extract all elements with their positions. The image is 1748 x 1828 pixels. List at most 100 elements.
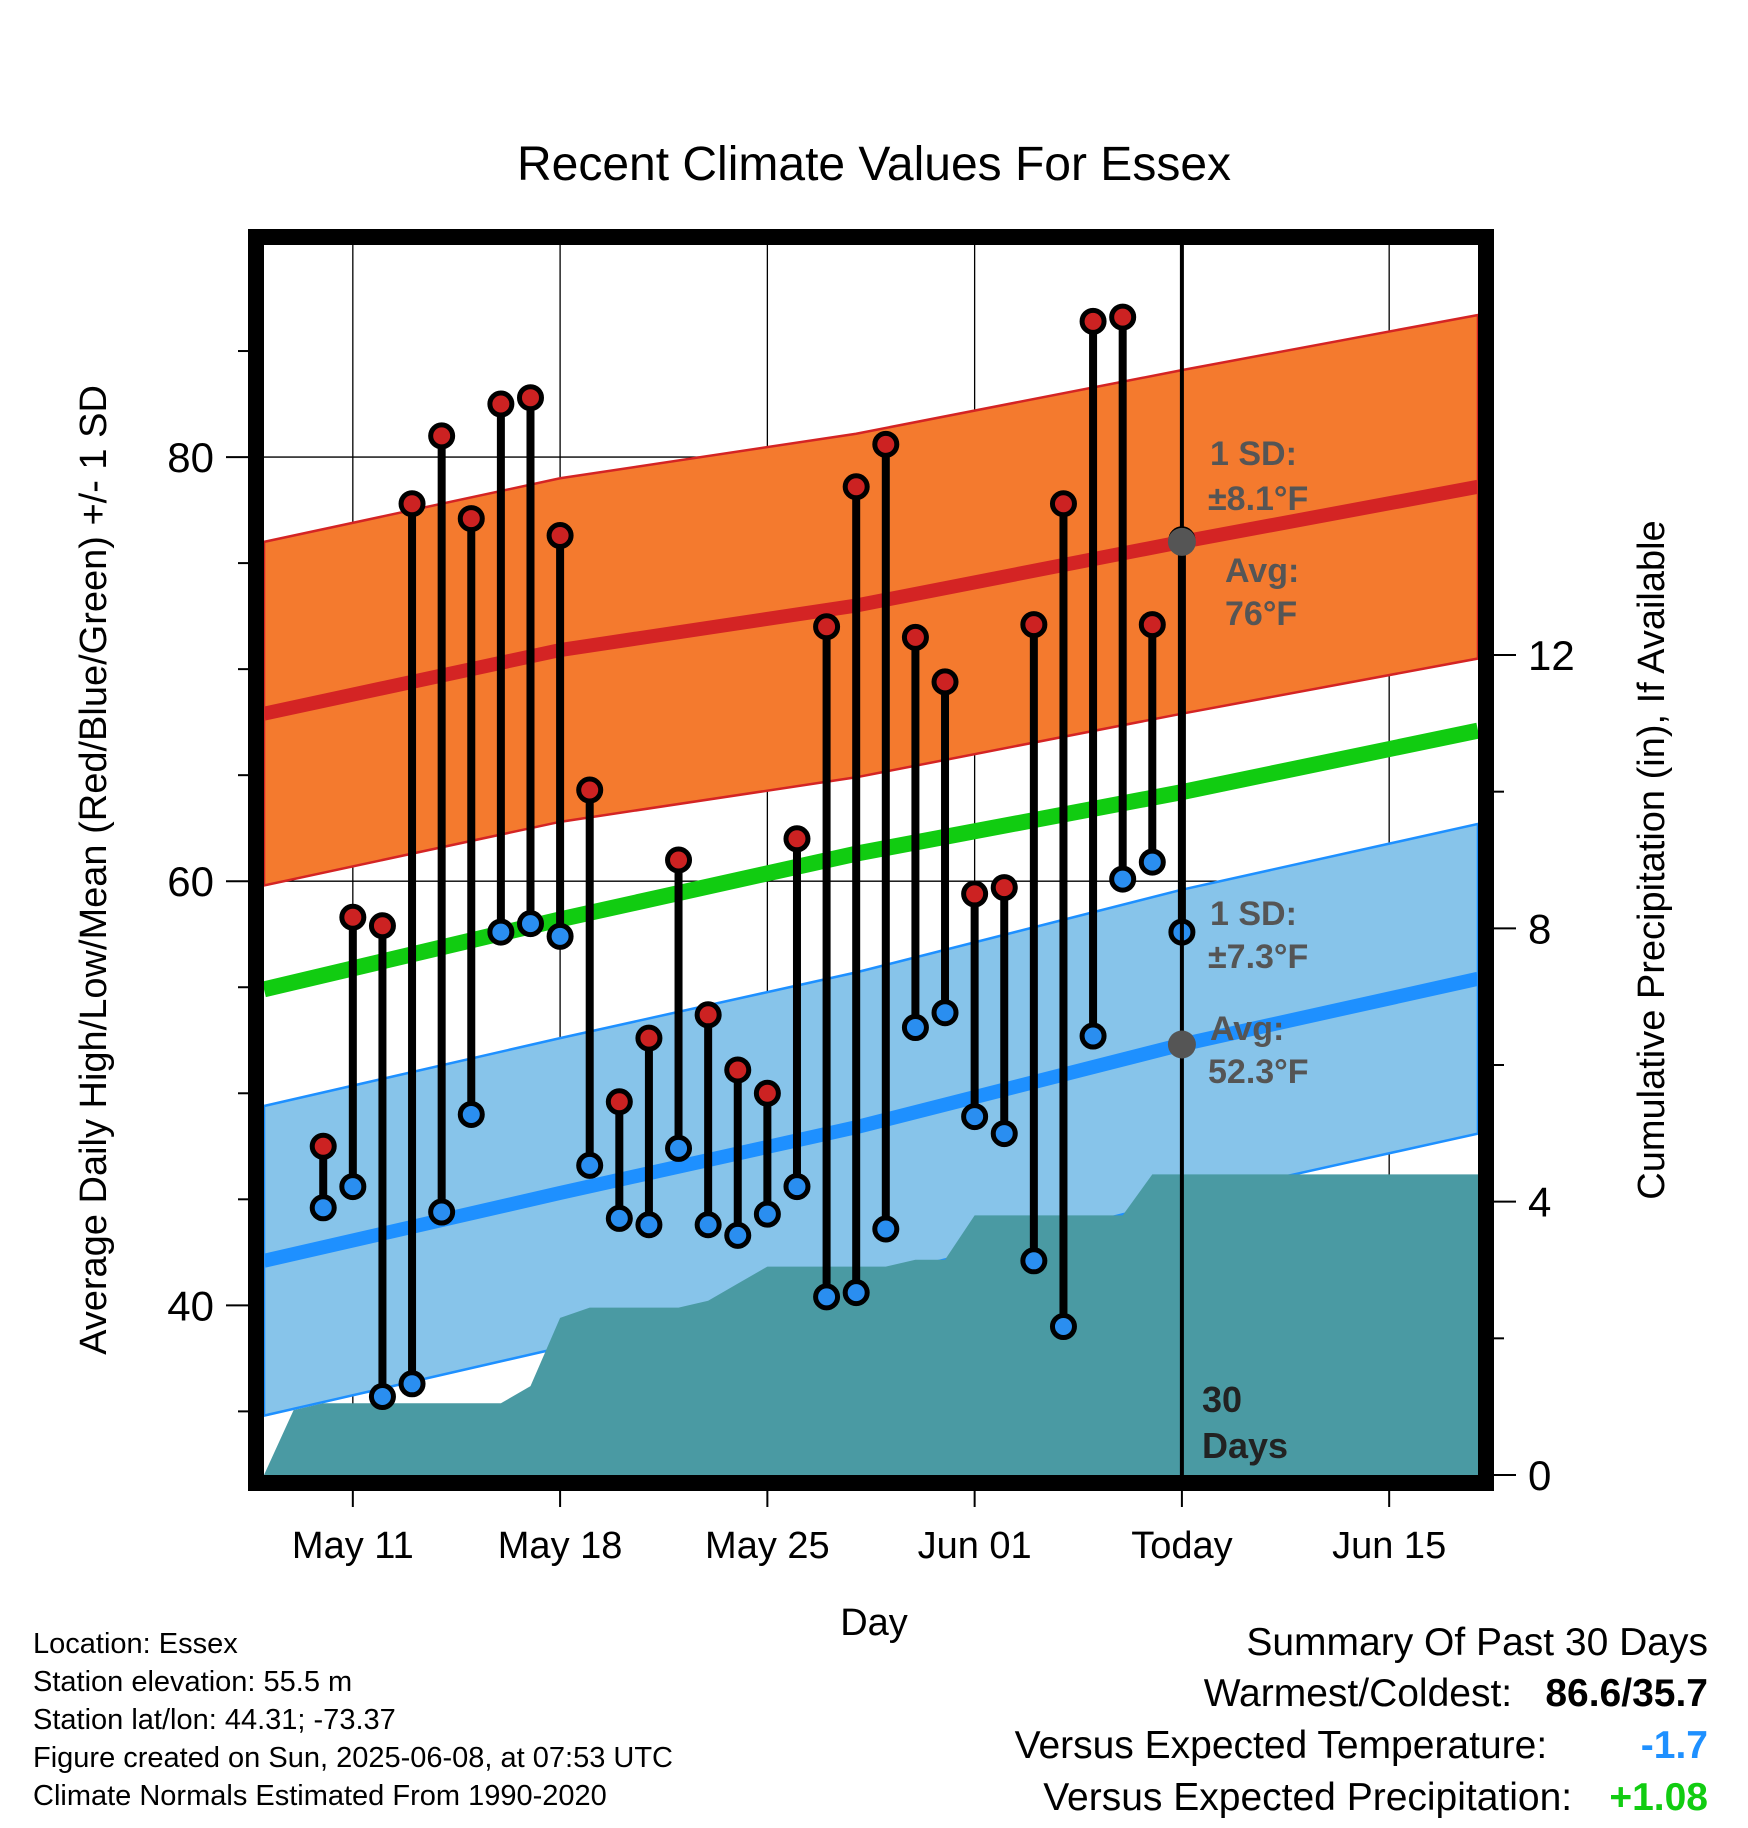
- plot-frame: [248, 229, 1494, 1491]
- observed-high-point: [339, 903, 367, 931]
- y-left-tick-label: 40: [167, 1282, 214, 1329]
- high-sd-label: 1 SD:: [1210, 435, 1297, 473]
- y-right-tick-label: 12: [1528, 632, 1575, 679]
- observed-high-point: [635, 1024, 663, 1052]
- low-sd-value: ±7.3°F: [1208, 938, 1308, 976]
- observed-low-point: [724, 1221, 752, 1249]
- x-tick-label: Jun 01: [918, 1525, 1032, 1567]
- observed-low-point: [1138, 848, 1166, 876]
- observed-high-point: [990, 874, 1018, 902]
- info-normals: Climate Normals Estimated From 1990-2020: [33, 1780, 607, 1812]
- high-sd-value: ±8.1°F: [1208, 480, 1308, 518]
- y-right-tick-label: 8: [1528, 905, 1551, 952]
- x-tick-label: Jun 15: [1332, 1525, 1446, 1567]
- observed-high-point: [842, 473, 870, 501]
- y-left-tick-label: 60: [167, 858, 214, 905]
- observed-high-point: [398, 490, 426, 518]
- observed-high-point: [931, 668, 959, 696]
- observed-low-point: [576, 1151, 604, 1179]
- precip-label: Versus Expected Precipitation:: [1043, 1776, 1573, 1819]
- x-tick-label: May 25: [705, 1525, 830, 1567]
- info-latlon: Station lat/lon: 44.31; -73.37: [33, 1704, 396, 1736]
- y-right-tick-label: 4: [1528, 1179, 1551, 1226]
- summary-title: Summary Of Past 30 Days: [1246, 1621, 1708, 1664]
- days-label-number: 30: [1202, 1379, 1242, 1420]
- observed-high-point: [1079, 307, 1107, 335]
- days-label-word: Days: [1202, 1425, 1288, 1466]
- plot-area: May 11 May 18 May 25 Jun 01 Today Jun 1540608…: [167, 229, 1575, 1567]
- summary-precip: Versus Expected Precipitation: +1.08: [1015, 1772, 1708, 1824]
- info-location: Location: Essex: [33, 1628, 238, 1660]
- observed-high-point: [487, 390, 515, 418]
- observed-low-point: [753, 1200, 781, 1228]
- summary-temp: Versus Expected Temperature: -1.7: [1015, 1720, 1708, 1772]
- observed-low-point: [783, 1173, 811, 1201]
- observed-high-point: [1049, 490, 1077, 518]
- observed-high-point: [516, 384, 544, 412]
- observed-high-point: [605, 1088, 633, 1116]
- observed-high-point: [457, 505, 485, 533]
- warm-cold-value: 86.6/35.7: [1545, 1672, 1708, 1715]
- precip-area: [264, 1174, 1478, 1475]
- observed-low-point: [309, 1194, 337, 1222]
- low-avg-value: 52.3°F: [1208, 1053, 1309, 1091]
- y-axis-right-label: Cumulative Precipitation (in), If Availa…: [1631, 520, 1673, 1199]
- today-high-avg-point: [1167, 527, 1196, 556]
- observed-low-point: [842, 1279, 870, 1307]
- observed-low-point: [1109, 865, 1137, 893]
- summary-warm-cold: Warmest/Coldest: 86.6/35.7: [1015, 1668, 1708, 1720]
- observed-low-point: [635, 1211, 663, 1239]
- observed-low-point: [872, 1215, 900, 1243]
- high-avg-label: Avg:: [1225, 552, 1299, 590]
- low-annotations: 1 SD: ±7.3°F Avg: 52.3°F: [1208, 895, 1309, 1091]
- observed-low-point: [813, 1283, 841, 1311]
- info-created: Figure created on Sun, 2025-06-08, at 07…: [33, 1742, 673, 1774]
- observed-low-point: [990, 1120, 1018, 1148]
- high-avg-value: 76°F: [1225, 595, 1297, 633]
- today-low-avg-point: [1167, 1030, 1196, 1059]
- observed-high-point: [368, 912, 396, 940]
- observed-low-point: [961, 1103, 989, 1131]
- observed-high-point: [576, 776, 604, 804]
- x-tick-label: May 11: [292, 1525, 414, 1567]
- observed-high-point: [665, 846, 693, 874]
- observed-high-point: [309, 1132, 337, 1160]
- observed-high-point: [961, 880, 989, 908]
- observed-high-point: [901, 623, 929, 651]
- observed-high-point: [1138, 611, 1166, 639]
- observed-low-point: [694, 1211, 722, 1239]
- observed-low-point: [1049, 1313, 1077, 1341]
- y-axis-left-label: Average Daily High/Low/Mean (Red/Blue/Gr…: [73, 385, 115, 1355]
- x-tick-label: May 18: [498, 1525, 623, 1567]
- chart-title: Recent Climate Values For Essex: [517, 138, 1231, 191]
- observed-high-point: [694, 1001, 722, 1029]
- observed-high-point: [783, 825, 811, 853]
- x-tick-label: Today: [1131, 1525, 1232, 1567]
- observed-low-point: [901, 1014, 929, 1042]
- summary-panel: Summary Of Past 30 Days Warmest/Coldest:…: [1015, 1618, 1708, 1824]
- observed-low-point: [487, 918, 515, 946]
- y-left-tick-label: 80: [167, 434, 214, 481]
- low-sd-label: 1 SD:: [1210, 895, 1297, 933]
- observed-high-point: [753, 1079, 781, 1107]
- y-right-tick-label: 0: [1528, 1452, 1551, 1499]
- observed-high-point: [1109, 303, 1137, 331]
- observed-high-point: [1020, 611, 1048, 639]
- observed-high-point: [428, 422, 456, 450]
- station-info: Location: Essex Station elevation: 55.5 …: [33, 1625, 673, 1815]
- days-annotation: 30 Days: [1202, 1379, 1288, 1466]
- observed-high-point: [546, 522, 574, 550]
- observed-high-point: [724, 1056, 752, 1084]
- observed-low-point: [605, 1204, 633, 1232]
- observed-low-point: [339, 1173, 367, 1201]
- observed-high-point: [813, 613, 841, 641]
- observed-high-point: [872, 430, 900, 458]
- warm-cold-label: Warmest/Coldest:: [1203, 1672, 1513, 1715]
- observed-low-point: [546, 922, 574, 950]
- observed-low-point: [1079, 1022, 1107, 1050]
- temp-label: Versus Expected Temperature:: [1014, 1724, 1548, 1767]
- observed-low-point: [457, 1100, 485, 1128]
- observed-low-point: [931, 999, 959, 1027]
- info-elevation: Station elevation: 55.5 m: [33, 1666, 353, 1698]
